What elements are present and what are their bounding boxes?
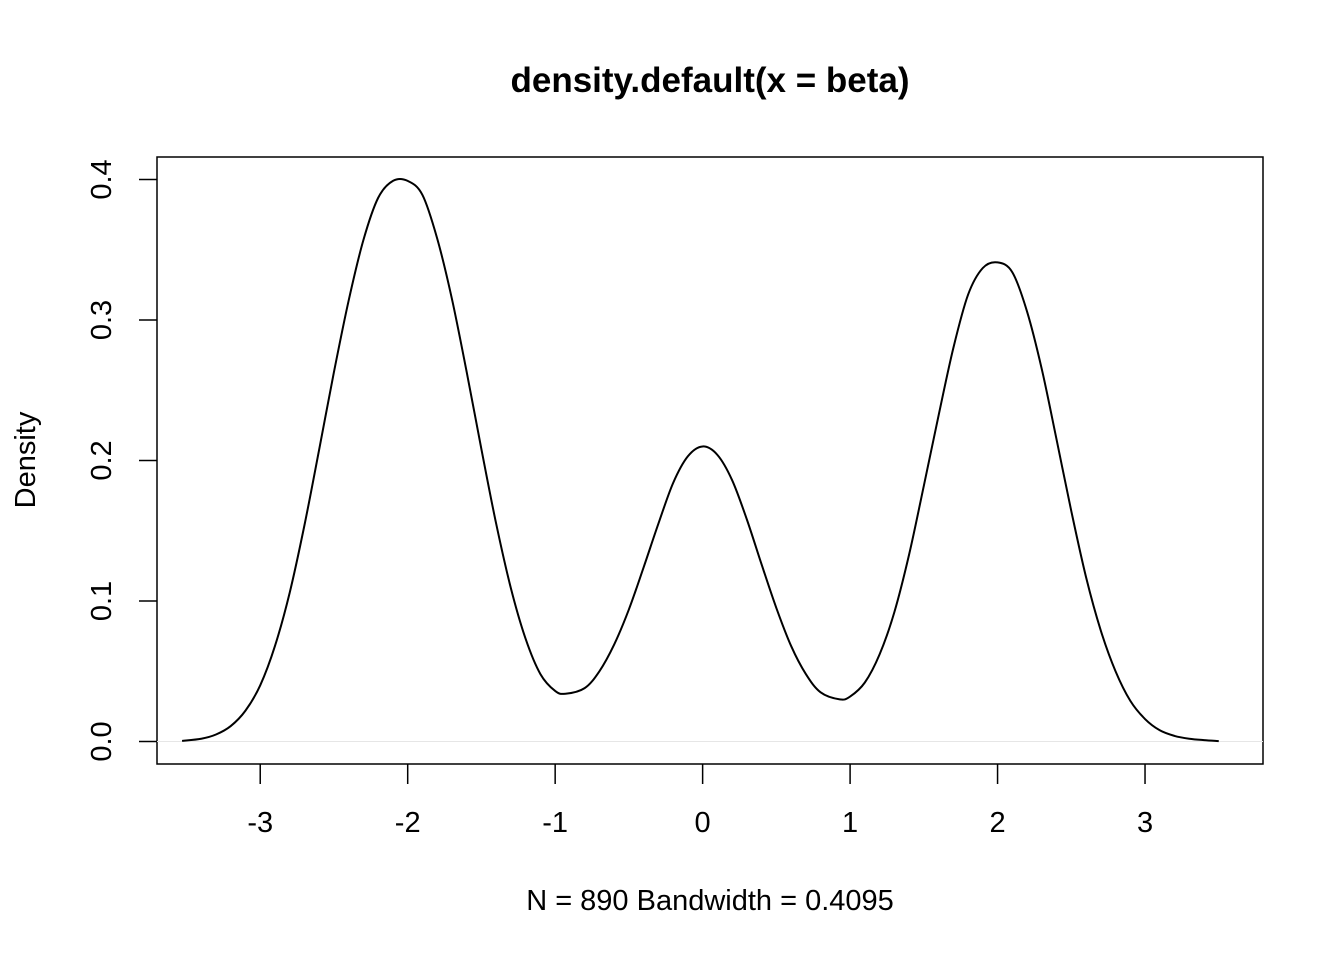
x-tick-label: 1	[842, 807, 858, 839]
density-curve	[181, 177, 1219, 743]
x-tick-label: 2	[989, 807, 1005, 839]
y-tick-label: 0.4	[86, 159, 118, 199]
y-tick-label: 0.3	[86, 300, 118, 340]
x-axis-label: N = 890 Bandwidth = 0.4095	[526, 885, 894, 917]
y-tick-label: 0.0	[86, 721, 118, 761]
x-tick-label: -3	[247, 807, 273, 839]
x-tick-label: 3	[1137, 807, 1153, 839]
x-tick-label: 0	[695, 807, 711, 839]
x-tick-label: -1	[542, 807, 568, 839]
x-axis: -3 -2 -1 0 1 2 3	[247, 764, 1153, 839]
y-tick-label: 0.1	[86, 581, 118, 621]
y-tick-label: 0.2	[86, 440, 118, 480]
x-tick-label: -2	[395, 807, 421, 839]
y-axis-label: Density	[10, 411, 42, 508]
chart-title: density.default(x = beta)	[510, 61, 909, 100]
plot-frame	[156, 156, 1264, 765]
y-axis: 0.0 0.1 0.2 0.3 0.4	[86, 159, 157, 762]
